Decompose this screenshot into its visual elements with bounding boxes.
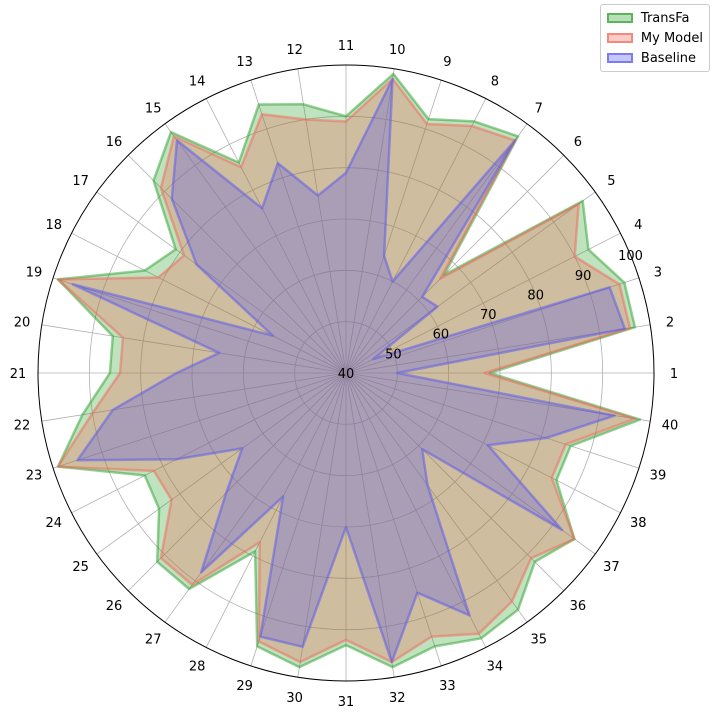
outer-frame xyxy=(37,64,655,682)
axis-labels: 1234567891011121314151617181920212223242… xyxy=(10,39,679,710)
axis-label-37: 37 xyxy=(603,560,620,575)
legend-item-transfa: TransFa xyxy=(606,8,703,28)
grid-spoke xyxy=(205,98,347,374)
axis-label-23: 23 xyxy=(26,468,43,483)
axis-label-16: 16 xyxy=(106,135,123,150)
axis-label-26: 26 xyxy=(106,599,123,614)
axis-label-18: 18 xyxy=(45,218,62,233)
axis-label-38: 38 xyxy=(630,516,647,531)
grid-spoke xyxy=(96,372,347,555)
grid-spoke xyxy=(71,232,347,374)
legend-swatch-baseline xyxy=(606,53,633,63)
legend-label-transfa: TransFa xyxy=(640,10,690,26)
r-tick-label: 60 xyxy=(433,328,450,343)
grid-spoke xyxy=(345,191,596,374)
grid-spoke xyxy=(345,372,565,592)
axis-label-24: 24 xyxy=(45,516,62,531)
r-tick-label: 50 xyxy=(385,347,402,362)
axis-label-29: 29 xyxy=(236,679,253,694)
grid-spoke xyxy=(297,372,347,678)
axis-label-19: 19 xyxy=(26,266,43,281)
grid-spoke xyxy=(164,372,347,623)
grid-spoke xyxy=(52,277,347,374)
axis-label-15: 15 xyxy=(145,102,162,117)
axis-label-1: 1 xyxy=(670,367,678,382)
r-tick-label: 90 xyxy=(575,269,592,284)
grid-spoke xyxy=(345,68,395,374)
axis-label-17: 17 xyxy=(72,174,89,189)
axis-label-39: 39 xyxy=(650,468,667,483)
grid-spoke xyxy=(345,372,487,648)
legend: TransFa My Model Baseline xyxy=(599,4,710,72)
grid-spoke xyxy=(345,154,565,374)
axis-label-32: 32 xyxy=(389,691,406,706)
grid-spoke xyxy=(127,372,347,592)
axis-label-10: 10 xyxy=(389,43,406,58)
r-tick-label: 80 xyxy=(527,288,544,303)
grid-spoke xyxy=(345,98,487,374)
axis-label-9: 9 xyxy=(443,55,451,70)
axis-label-30: 30 xyxy=(286,691,303,706)
axis-label-6: 6 xyxy=(574,135,582,150)
axis-label-4: 4 xyxy=(634,218,642,233)
grid-spoke xyxy=(345,372,528,623)
legend-item-my-model: My Model xyxy=(606,28,703,48)
grid-spoke xyxy=(71,372,347,514)
grid-spoke xyxy=(345,372,640,469)
legend-swatch-my-model xyxy=(606,33,633,43)
series-layer xyxy=(56,72,642,669)
axis-label-7: 7 xyxy=(535,102,543,117)
radial-tick-labels: 40 50 60 70 80 90 100 xyxy=(338,249,643,382)
grid-spoke xyxy=(96,191,347,374)
axis-label-31: 31 xyxy=(338,695,355,710)
axis-label-28: 28 xyxy=(189,659,206,674)
grid-spoke xyxy=(164,123,347,374)
r-tick-label: 70 xyxy=(480,308,497,323)
axis-label-8: 8 xyxy=(491,75,499,90)
axis-label-34: 34 xyxy=(487,659,504,674)
grid-spoke xyxy=(52,372,347,469)
legend-label-my-model: My Model xyxy=(640,30,703,46)
series-transfa-area xyxy=(56,72,642,669)
legend-label-baseline: Baseline xyxy=(640,50,697,66)
grid-spoke xyxy=(345,372,442,667)
axis-label-13: 13 xyxy=(236,55,253,70)
grid-spoke xyxy=(345,123,528,374)
r-tick-label: 40 xyxy=(338,367,355,382)
legend-item-baseline: Baseline xyxy=(606,48,703,68)
series-my-model-area xyxy=(56,77,637,664)
axis-label-22: 22 xyxy=(14,418,31,433)
grid-spoke xyxy=(345,372,395,678)
axis-label-21: 21 xyxy=(10,367,27,382)
axis-label-2: 2 xyxy=(666,316,674,331)
axis-label-33: 33 xyxy=(439,679,456,694)
grid xyxy=(37,64,655,682)
axis-label-5: 5 xyxy=(607,174,615,189)
axis-label-27: 27 xyxy=(145,632,162,647)
grid-spoke xyxy=(205,372,347,648)
series-baseline-area xyxy=(71,77,627,664)
axis-label-40: 40 xyxy=(662,418,679,433)
grid-spoke xyxy=(41,324,347,374)
axis-label-25: 25 xyxy=(72,560,89,575)
axis-label-3: 3 xyxy=(654,266,662,281)
axis-label-14: 14 xyxy=(189,75,206,90)
axis-label-36: 36 xyxy=(570,599,587,614)
axis-label-35: 35 xyxy=(531,632,548,647)
grid-spoke xyxy=(345,79,442,374)
grid-spoke xyxy=(127,154,347,374)
axis-label-11: 11 xyxy=(338,39,355,54)
grid-spoke xyxy=(250,79,347,374)
axis-label-12: 12 xyxy=(286,43,303,58)
grid-spoke xyxy=(250,372,347,667)
grid-spoke xyxy=(345,372,621,514)
r-tick-label: 100 xyxy=(618,249,643,264)
axis-label-20: 20 xyxy=(14,316,31,331)
legend-swatch-transfa xyxy=(606,13,633,23)
